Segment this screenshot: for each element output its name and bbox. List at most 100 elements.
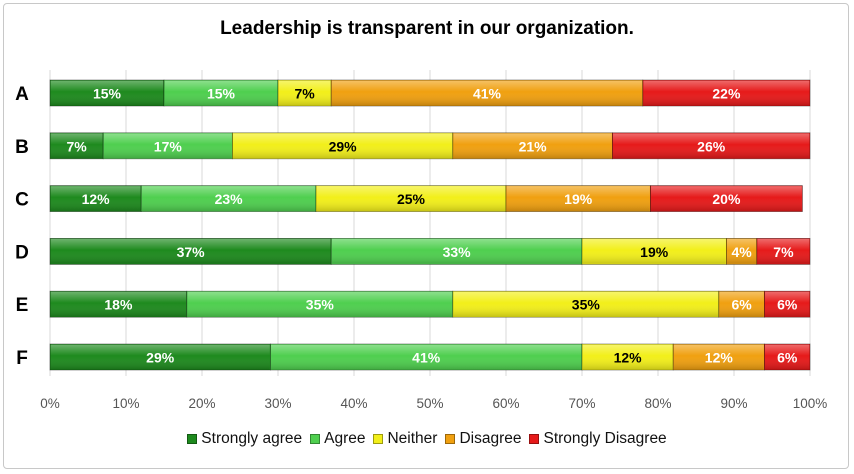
bar-segment: 19% (581, 237, 727, 265)
bar-segment: 12% (49, 185, 142, 213)
bar-segment: 15% (49, 79, 165, 107)
bar-segment: 26% (612, 132, 811, 160)
bar-shading (453, 133, 612, 159)
bar-row-a: 15% 15% 7% 41% 22% (49, 79, 811, 107)
bar-segment: 35% (186, 290, 454, 318)
bar-row-e: 18% 35% 35% 6% 6% (49, 290, 811, 318)
legend-label: Disagree (459, 430, 522, 447)
bar-segment: 6% (764, 343, 811, 371)
category-label: C (15, 190, 29, 211)
x-tick-label: 40% (340, 396, 367, 411)
bar-shading (50, 291, 187, 317)
bar-segment: 7% (277, 79, 332, 107)
x-tick-label: 20% (188, 396, 215, 411)
data-label: 15% (93, 86, 122, 102)
data-label: 7% (773, 244, 794, 260)
data-label: 25% (397, 191, 426, 207)
bar-row-b: 7% 17% 29% 21% 26% (49, 132, 811, 160)
bar-segment: 33% (330, 237, 583, 265)
bar-shading (50, 239, 331, 264)
data-label: 35% (572, 297, 601, 313)
legend-label: Agree (324, 430, 366, 447)
x-tick-label: 10% (112, 396, 139, 411)
x-tick-label: 30% (264, 396, 291, 411)
bar-shading (331, 80, 643, 106)
bar-segment: 41% (269, 343, 583, 371)
data-label: 4% (731, 244, 752, 260)
category-label: E (16, 295, 29, 316)
legend-swatch (529, 434, 540, 444)
bar-segment: 29% (231, 132, 454, 160)
bar-segment: 12% (672, 343, 765, 371)
legend-label: Neither (387, 430, 438, 447)
legend-swatch (310, 434, 321, 444)
bar-shading (765, 291, 810, 317)
bar-shading (331, 239, 582, 264)
x-tick-label: 90% (720, 396, 747, 411)
data-label: 6% (731, 297, 752, 313)
bar-shading (727, 239, 757, 264)
data-label: 12% (82, 191, 111, 207)
bar-segment: 25% (315, 185, 507, 213)
bar-segment: 12% (581, 343, 674, 371)
x-tick-label: 60% (492, 396, 519, 411)
legend-swatch (445, 434, 456, 444)
bar-shading (50, 80, 164, 106)
legend-label: Strongly agree (201, 430, 303, 447)
bar-shading (50, 344, 270, 370)
bar-segment: 23% (140, 185, 317, 213)
data-label: 17% (154, 138, 183, 154)
bar-shading (50, 186, 141, 211)
data-label: 18% (104, 297, 133, 313)
bar-shading (316, 186, 506, 211)
legend-swatch (373, 434, 384, 444)
bar-shading (141, 186, 316, 211)
x-tick-label: 70% (568, 396, 595, 411)
bar-segment: 18% (49, 290, 188, 318)
bar-shading (643, 80, 810, 106)
bar-shading (103, 133, 232, 159)
data-label: 29% (329, 138, 358, 154)
bar-segment: 7% (49, 132, 104, 160)
bar-segment: 19% (505, 185, 651, 213)
bar-segment: 17% (102, 132, 233, 160)
bar-segment: 35% (452, 290, 720, 318)
bar-row-c: 12% 23% 25% 19% 20% (49, 185, 803, 213)
bar-segment: 22% (642, 79, 811, 107)
bar-shading (233, 133, 453, 159)
bar-shading (582, 344, 673, 370)
bar-segment: 41% (330, 79, 644, 107)
category-label: A (15, 84, 29, 105)
bar-segment: 29% (49, 343, 271, 371)
data-label: 20% (712, 191, 741, 207)
bar-shading (765, 344, 810, 370)
x-tick-label: 0% (40, 396, 60, 411)
bar-shading (673, 344, 764, 370)
x-tick-label: 100% (793, 396, 828, 411)
data-label: 23% (215, 191, 244, 207)
legend-item: Disagree (445, 430, 521, 448)
bar-segment: 20% (650, 185, 803, 213)
legend-swatch (187, 434, 198, 444)
data-label: 21% (519, 138, 548, 154)
chart-title: Leadership is transparent in our organiz… (220, 18, 634, 39)
bar-shading (651, 186, 802, 211)
data-label: 26% (697, 138, 726, 154)
bar-shading (271, 344, 582, 370)
data-label: 6% (777, 297, 798, 313)
category-label: F (16, 348, 28, 369)
chart-legend: Strongly agree Agree Neither Disagree Strong… (0, 430, 854, 448)
legend-item: Strongly agree (187, 430, 302, 448)
data-label: 33% (443, 244, 472, 260)
bar-shading (582, 239, 726, 264)
data-label: 37% (177, 244, 206, 260)
data-label: 19% (640, 244, 669, 260)
legend-item: Strongly Disagree (529, 430, 667, 448)
bar-segment: 37% (49, 237, 332, 265)
bar-segment: 15% (163, 79, 279, 107)
data-label: 7% (294, 86, 315, 102)
legend-item: Agree (310, 430, 365, 448)
legend-item: Neither (373, 430, 437, 448)
bar-row-f: 29% 41% 12% 12% 6% (49, 343, 811, 371)
